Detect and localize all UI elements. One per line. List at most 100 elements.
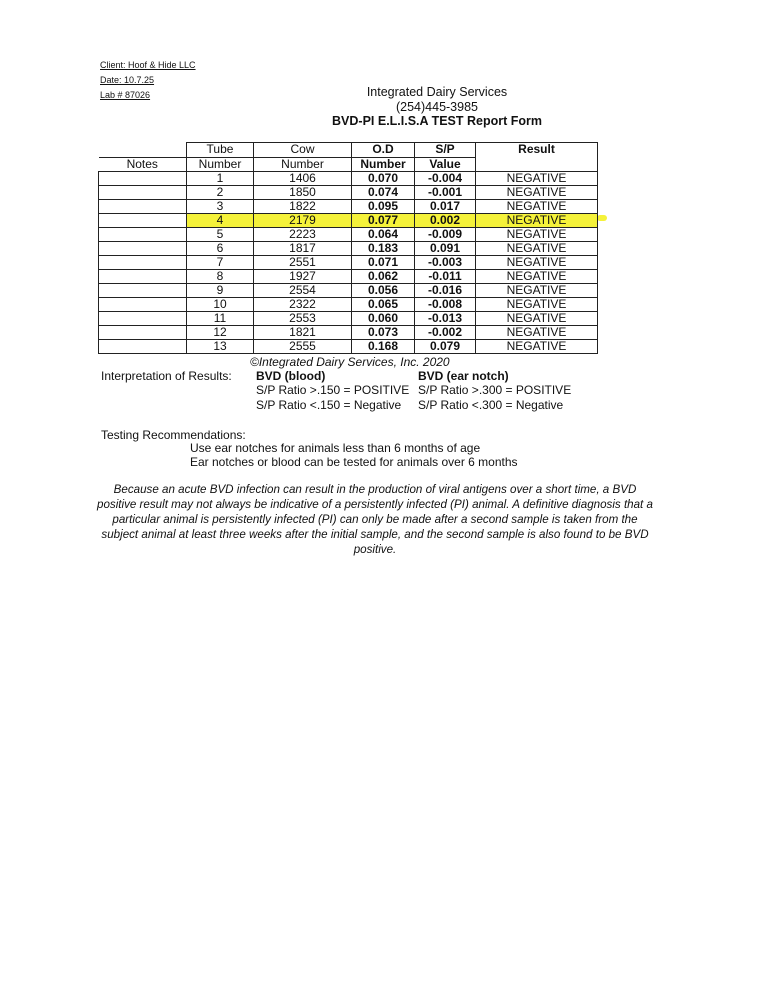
tube-cell: 5 — [186, 227, 254, 242]
notes-cell — [98, 227, 187, 242]
cow-cell: 2555 — [253, 339, 352, 354]
table-row: 2 1850 0.074 -0.001 NEGATIVE — [98, 185, 598, 200]
result-cell: NEGATIVE — [475, 325, 598, 340]
result-cell: NEGATIVE — [475, 311, 598, 326]
table-row: 12 1821 0.073 -0.002 NEGATIVE — [98, 325, 598, 340]
cow-cell: 2554 — [253, 283, 352, 298]
od-cell: 0.168 — [351, 339, 415, 354]
table-row: 3 1822 0.095 0.017 NEGATIVE — [98, 199, 598, 214]
table-row: 6 1817 0.183 0.091 NEGATIVE — [98, 241, 598, 256]
notes-cell — [98, 283, 187, 298]
header-od-2: Number — [351, 157, 415, 172]
od-cell: 0.183 — [351, 241, 415, 256]
recommendation-2: Ear notches or blood can be tested for a… — [190, 455, 518, 469]
notes-cell — [98, 269, 187, 284]
sp-cell: -0.009 — [414, 227, 476, 242]
table-row: 11 2553 0.060 -0.013 NEGATIVE — [98, 311, 598, 326]
tube-cell: 2 — [186, 185, 254, 200]
table-row: 7 2551 0.071 -0.003 NEGATIVE — [98, 255, 598, 270]
table-row: 4 2179 0.077 0.002 NEGATIVE — [98, 213, 598, 228]
od-cell: 0.062 — [351, 269, 415, 284]
od-cell: 0.071 — [351, 255, 415, 270]
sp-cell: 0.079 — [414, 339, 476, 354]
tube-cell: 11 — [186, 311, 254, 326]
blood-negative: S/P Ratio <.150 = Negative — [256, 398, 402, 412]
results-table: Tube Cow O.D S/P Result Notes Number Num… — [98, 142, 598, 354]
table-row: 8 1927 0.062 -0.011 NEGATIVE — [98, 269, 598, 284]
od-cell: 0.077 — [351, 213, 415, 228]
sp-cell: 0.002 — [414, 213, 476, 228]
header-od: O.D — [351, 142, 415, 158]
result-cell: NEGATIVE — [475, 227, 598, 242]
table-row: 10 2322 0.065 -0.008 NEGATIVE — [98, 297, 598, 312]
notes-cell — [98, 185, 187, 200]
cow-cell: 2322 — [253, 297, 352, 312]
od-cell: 0.074 — [351, 185, 415, 200]
blood-positive: S/P Ratio >.150 = POSITIVE — [256, 383, 410, 397]
cow-cell: 2223 — [253, 227, 352, 242]
ear-title: BVD (ear notch) — [418, 369, 509, 383]
report-title: BVD-PI E.L.I.S.A TEST Report Form — [332, 114, 542, 128]
tube-cell: 10 — [186, 297, 254, 312]
tube-cell: 3 — [186, 199, 254, 214]
sp-cell: -0.016 — [414, 283, 476, 298]
ear-negative: S/P Ratio <.300 = Negative — [418, 398, 564, 412]
sp-cell: 0.091 — [414, 241, 476, 256]
table-row: 5 2223 0.064 -0.009 NEGATIVE — [98, 227, 598, 242]
sp-cell: -0.002 — [414, 325, 476, 340]
result-cell: NEGATIVE — [475, 297, 598, 312]
notes-cell — [98, 241, 187, 256]
header-notes: Notes — [98, 157, 187, 172]
notes-cell — [98, 255, 187, 270]
cow-cell: 2551 — [253, 255, 352, 270]
od-cell: 0.065 — [351, 297, 415, 312]
blood-title: BVD (blood) — [256, 369, 326, 383]
sp-cell: -0.011 — [414, 269, 476, 284]
header-cow: Cow — [253, 142, 352, 158]
od-cell: 0.064 — [351, 227, 415, 242]
notes-cell — [98, 325, 187, 340]
recommendations-label: Testing Recommendations: — [101, 428, 246, 442]
cow-cell: 1822 — [253, 199, 352, 214]
cow-cell: 2179 — [253, 213, 352, 228]
company-phone: (254)445-3985 — [395, 100, 478, 114]
result-cell: NEGATIVE — [475, 199, 598, 214]
tube-cell: 1 — [186, 171, 254, 186]
tube-cell: 12 — [186, 325, 254, 340]
notes-cell — [98, 311, 187, 326]
result-cell: NEGATIVE — [475, 339, 598, 354]
od-cell: 0.070 — [351, 171, 415, 186]
notes-cell — [98, 213, 187, 228]
company-name: Integrated Dairy Services — [366, 85, 508, 99]
od-cell: 0.095 — [351, 199, 415, 214]
cow-cell: 1821 — [253, 325, 352, 340]
tube-cell: 6 — [186, 241, 254, 256]
sp-cell: -0.008 — [414, 297, 476, 312]
od-cell: 0.056 — [351, 283, 415, 298]
cow-cell: 1927 — [253, 269, 352, 284]
sp-cell: 0.017 — [414, 199, 476, 214]
tube-cell: 4 — [186, 213, 254, 228]
cow-cell: 1850 — [253, 185, 352, 200]
client-name: Client: Hoof & Hide LLC — [100, 60, 196, 70]
cow-cell: 1406 — [253, 171, 352, 186]
result-cell: NEGATIVE — [475, 283, 598, 298]
interpretation-label: Interpretation of Results: — [101, 369, 232, 383]
notes-cell — [98, 297, 187, 312]
cow-cell: 2553 — [253, 311, 352, 326]
sp-cell: -0.013 — [414, 311, 476, 326]
header-sp-2: Value — [414, 157, 476, 172]
tube-cell: 8 — [186, 269, 254, 284]
header-tube: Tube — [186, 142, 254, 158]
sp-cell: -0.003 — [414, 255, 476, 270]
lab-number: Lab # 87026 — [100, 90, 151, 100]
header-sp: S/P — [414, 142, 476, 158]
copyright: ©Integrated Dairy Services, Inc. 2020 — [250, 355, 450, 369]
report-date: Date: 10.7.25 — [100, 75, 155, 85]
table-row: 13 2555 0.168 0.079 NEGATIVE — [98, 339, 598, 354]
recommendation-1: Use ear notches for animals less than 6 … — [190, 441, 481, 455]
highlight-mark — [597, 215, 607, 221]
notes-cell — [98, 171, 187, 186]
result-cell: NEGATIVE — [475, 269, 598, 284]
